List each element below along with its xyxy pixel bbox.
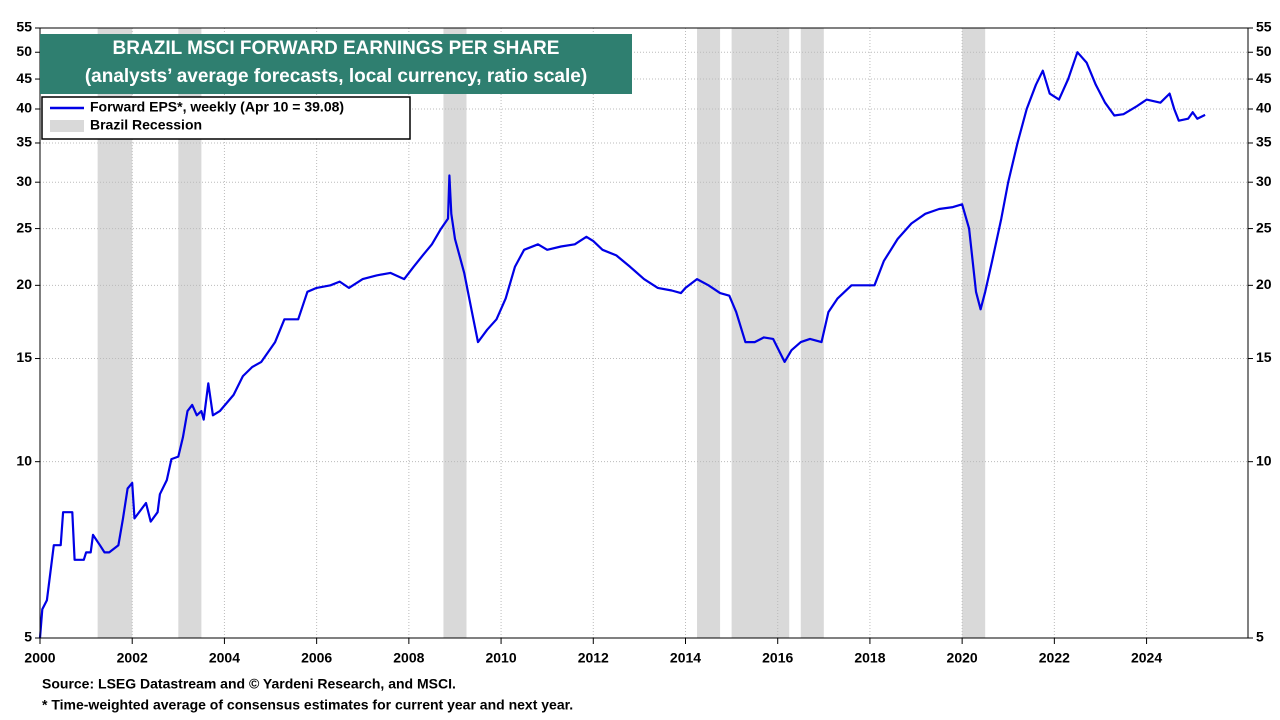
recession-band — [178, 28, 202, 638]
recession-band — [697, 28, 721, 638]
y-tick-label: 55 — [16, 19, 32, 35]
x-tick-label: 2008 — [393, 650, 424, 666]
y-tick-label: 15 — [16, 349, 32, 365]
y2-tick-label: 30 — [1256, 173, 1272, 189]
y2-tick-label: 10 — [1256, 452, 1272, 468]
x-tick-label: 2004 — [209, 650, 240, 666]
plot-frame — [39, 27, 1249, 639]
y-tick-label: 25 — [16, 219, 32, 235]
y-tick-label: 5 — [24, 629, 32, 645]
y-tick-label: 10 — [16, 452, 32, 468]
x-tick-label: 2022 — [1039, 650, 1070, 666]
y2-tick-label: 25 — [1256, 219, 1272, 235]
y-tick-label: 20 — [16, 276, 32, 292]
title-box — [40, 34, 632, 94]
legend-box — [41, 96, 411, 140]
recession-band — [443, 28, 467, 638]
y2-tick-label: 20 — [1256, 276, 1272, 292]
x-tick-label: 2020 — [947, 650, 978, 666]
y2-tick-label: 40 — [1256, 100, 1272, 116]
y2-tick-label: 45 — [1256, 70, 1272, 86]
y-tick-label: 45 — [16, 70, 32, 86]
recession-band — [731, 28, 790, 638]
y2-tick-label: 50 — [1256, 43, 1272, 59]
series-line — [38, 51, 1206, 639]
x-tick-label: 2006 — [301, 650, 332, 666]
x-tick-label: 2024 — [1131, 650, 1162, 666]
x-tick-label: 2018 — [854, 650, 885, 666]
legend-label: Brazil Recession — [90, 117, 202, 133]
source-note: Source: LSEG Datastream and © Yardeni Re… — [42, 676, 456, 692]
y2-tick-label: 5 — [1256, 629, 1264, 645]
y-tick-label: 35 — [16, 134, 32, 150]
legend-label: Forward EPS*, weekly (Apr 10 = 39.08) — [90, 99, 344, 115]
y2-tick-label: 15 — [1256, 349, 1272, 365]
chart-subtitle: (analysts’ average forecasts, local curr… — [85, 66, 587, 87]
x-tick-label: 2000 — [24, 650, 55, 666]
x-tick-label: 2002 — [117, 650, 148, 666]
x-tick-label: 2014 — [670, 650, 701, 666]
y-tick-label: 50 — [16, 43, 32, 59]
x-tick-label: 2012 — [578, 650, 609, 666]
recession-band — [800, 28, 824, 638]
recession-band — [962, 28, 986, 638]
x-tick-label: 2016 — [762, 650, 793, 666]
x-tick-label: 2010 — [485, 650, 516, 666]
y2-tick-label: 35 — [1256, 134, 1272, 150]
y-tick-label: 30 — [16, 173, 32, 189]
chart-title: BRAZIL MSCI FORWARD EARNINGS PER SHARE — [113, 38, 560, 59]
y-tick-label: 40 — [16, 100, 32, 116]
footnote: * Time-weighted average of consensus est… — [42, 697, 573, 713]
y2-tick-label: 55 — [1256, 19, 1272, 35]
legend-swatch — [50, 120, 84, 132]
